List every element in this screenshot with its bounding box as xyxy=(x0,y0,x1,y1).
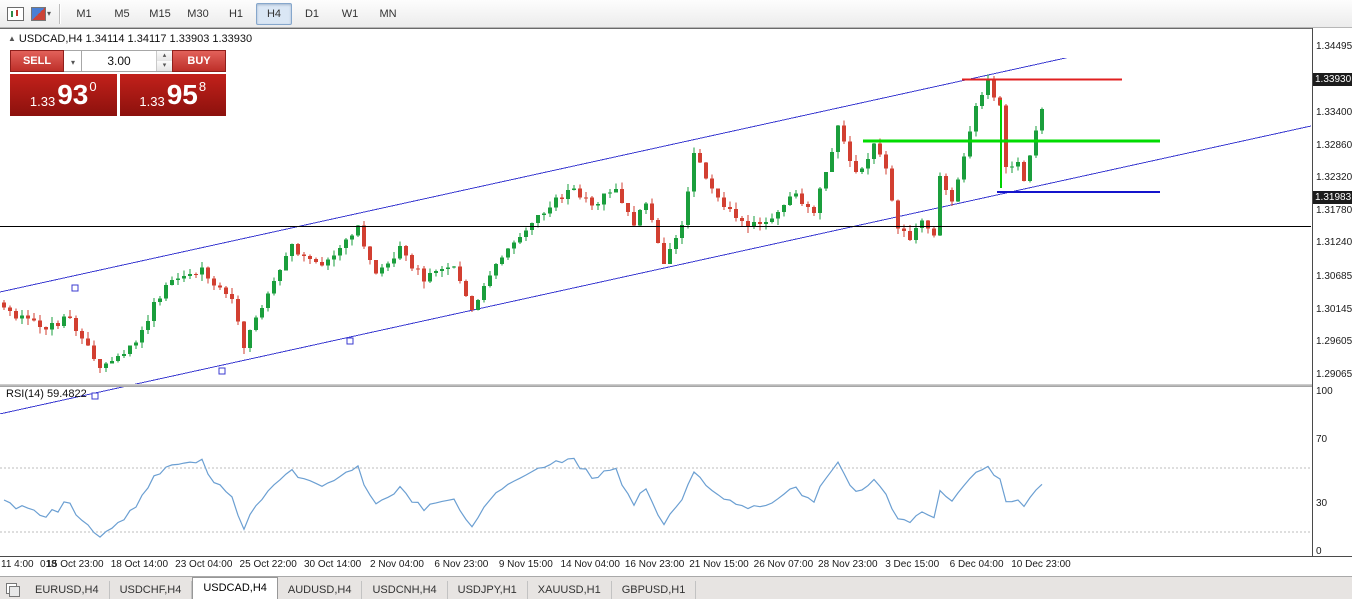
price-scale-label: 1.30685 xyxy=(1316,270,1352,282)
time-axis-label: 6 Dec 04:00 xyxy=(949,559,1004,570)
time-axis-label: 23 Oct 04:00 xyxy=(175,559,233,570)
buy-price-big: 95 xyxy=(166,79,198,110)
tab-usdchf-h4[interactable]: USDCHF,H4 xyxy=(110,581,193,599)
volume-input[interactable]: 3.00 xyxy=(107,54,131,68)
rsi-indicator-label: RSI(14) 59.4822 xyxy=(6,388,87,400)
time-axis-label: 16 Nov 23:00 xyxy=(624,559,685,570)
symbol-ohlc-line: ▲ USDCAD,H4 1.34114 1.34117 1.33903 1.339… xyxy=(8,33,252,45)
timeframe-button-mn[interactable]: MN xyxy=(379,7,397,20)
time-axis-label: 6 Nov 23:00 xyxy=(434,559,489,570)
timeframe-button-d1[interactable]: D1 xyxy=(304,7,320,20)
volume-up-button[interactable]: ▴ xyxy=(157,51,172,61)
panel-splitter[interactable] xyxy=(0,384,1352,387)
tab-gbpusd-h1[interactable]: GBPUSD,H1 xyxy=(612,581,697,599)
timeframe-button-w1[interactable]: W1 xyxy=(341,7,359,20)
time-axis-label: 10 Dec 23:00 xyxy=(1011,559,1071,570)
time-axis-label: 18 Oct 14:00 xyxy=(110,559,169,570)
time-axis-label: 26 Nov 07:00 xyxy=(753,559,814,570)
chart-window-icon xyxy=(6,6,24,21)
price-scale[interactable]: 1.34495 1.33400 1.32860 1.32320 1.31780 1.312… xyxy=(1312,28,1352,557)
buy-price-prefix: 1.33 xyxy=(139,94,165,109)
time-axis-label: 14 Nov 04:00 xyxy=(560,559,620,570)
timeframe-button-m15[interactable]: M15 xyxy=(149,7,171,20)
price-scale-label: 1.32320 xyxy=(1316,172,1352,184)
chart-area xyxy=(0,28,1352,576)
tab-usdcad-h4[interactable]: USDCAD,H4 xyxy=(192,577,278,599)
rsi-scale-label: 70 xyxy=(1316,434,1328,445)
tab-usdjpy-h1[interactable]: USDJPY,H1 xyxy=(448,581,528,599)
volume-down-button[interactable]: ▾ xyxy=(157,61,172,71)
timeframe-button-m30[interactable]: M30 xyxy=(187,7,209,20)
rsi-scale-label: 0 xyxy=(1316,546,1322,557)
toolbar-separator xyxy=(59,3,60,24)
time-axis-label: 2 Nov 04:00 xyxy=(370,559,424,570)
time-axis-label: 21 Nov 15:00 xyxy=(689,559,749,570)
price-scale-label: 1.33400 xyxy=(1316,107,1352,119)
timeframe-button-h1[interactable]: H1 xyxy=(228,7,244,20)
sell-price-big: 93 xyxy=(57,79,89,110)
toolbar: ▾ M1 M5 M15 M30 H1 H4 D1 W1 MN xyxy=(0,0,1352,28)
price-scale-label: 1.31240 xyxy=(1316,237,1352,249)
tab-eurusd-h4[interactable]: EURUSD,H4 xyxy=(25,581,110,599)
tab-usdcnh-h4[interactable]: USDCNH,H4 xyxy=(362,581,448,599)
rsi-scale-label: 100 xyxy=(1316,386,1333,397)
symbol-ohlc-text: USDCAD,H4 1.34114 1.34117 1.33903 1.3393… xyxy=(18,33,253,45)
timeframe-button-m1[interactable]: M1 xyxy=(76,7,92,20)
timeframe-bar: M1 M5 M15 M30 H1 H4 D1 W1 MN xyxy=(65,2,407,25)
sell-price-display[interactable]: 1.33 93 0 xyxy=(10,74,117,116)
price-scale-label: 1.32860 xyxy=(1316,139,1352,151)
price-scale-label: 1.30145 xyxy=(1316,303,1352,315)
price-scale-label: 1.29065 xyxy=(1316,368,1352,380)
price-badge: 1.33930 xyxy=(1313,73,1352,87)
time-axis-border xyxy=(0,556,1352,557)
tab-xauusd-h1[interactable]: XAUUSD,H1 xyxy=(528,581,612,599)
volume-field-wrap: 3.00 ▴ ▾ xyxy=(82,50,172,72)
sell-price-superscript: 0 xyxy=(89,79,97,94)
time-axis-label: 11 4:00 xyxy=(1,559,34,570)
time-axis-label: 28 Nov 23:00 xyxy=(818,559,878,570)
window-list-icon[interactable] xyxy=(5,582,21,597)
tab-audusd-h4[interactable]: AUDUSD,H4 xyxy=(278,581,363,599)
buy-price-display[interactable]: 1.33 95 8 xyxy=(119,74,226,116)
time-axis-label: 30 Oct 14:00 xyxy=(303,559,362,570)
buy-button[interactable]: BUY xyxy=(172,50,226,72)
sell-button[interactable]: SELL xyxy=(10,50,64,72)
rsi-scale-label: 30 xyxy=(1316,498,1328,509)
price-scale-label: 1.31780 xyxy=(1316,204,1352,216)
price-scale-label: 1.34495 xyxy=(1316,41,1352,53)
time-axis[interactable]: 11 4:00 018 15 Oct 23:00 18 Oct 14:00 23 Oct… xyxy=(0,557,1352,576)
price-badge: 1.31983 xyxy=(1313,190,1352,204)
time-axis-label: 9 Nov 15:00 xyxy=(498,559,553,570)
timeframe-button-h4[interactable]: H4 xyxy=(256,2,292,25)
time-axis-label: 018 xyxy=(40,559,57,570)
time-axis-label: 3 Dec 15:00 xyxy=(885,559,940,570)
buy-price-superscript: 8 xyxy=(198,79,207,94)
time-axis-label: 25 Oct 22:00 xyxy=(239,559,297,570)
objects-icon xyxy=(30,6,46,21)
volume-dropdown-button[interactable]: ▾ xyxy=(64,50,82,72)
price-scale-label: 1.29605 xyxy=(1316,336,1352,348)
chevron-down-icon: ▾ xyxy=(46,9,51,18)
price-chart-canvas[interactable] xyxy=(0,58,1311,414)
sell-price-prefix: 1.33 xyxy=(29,94,56,109)
one-click-trading-panel: SELL ▾ 3.00 ▴ ▾ BUY 1.33 93 0 1.33 95 xyxy=(10,50,226,116)
timeframe-button-m5[interactable]: M5 xyxy=(114,7,130,20)
time-axis-label: 15 Oct 23:00 xyxy=(46,559,104,570)
objects-dropdown-button[interactable]: ▾ xyxy=(29,4,53,24)
volume-spinner: ▴ ▾ xyxy=(156,51,172,71)
chart-tabs: EURUSD,H4 USDCHF,H4 USDCAD,H4 AUDUSD,H4 USDC… xyxy=(0,576,1352,599)
chart-window-button[interactable] xyxy=(3,4,27,24)
rsi-chart-canvas[interactable] xyxy=(0,416,1311,585)
symbol-arrow-icon: ▲ xyxy=(8,34,16,43)
chevron-down-icon: ▾ xyxy=(70,58,75,67)
